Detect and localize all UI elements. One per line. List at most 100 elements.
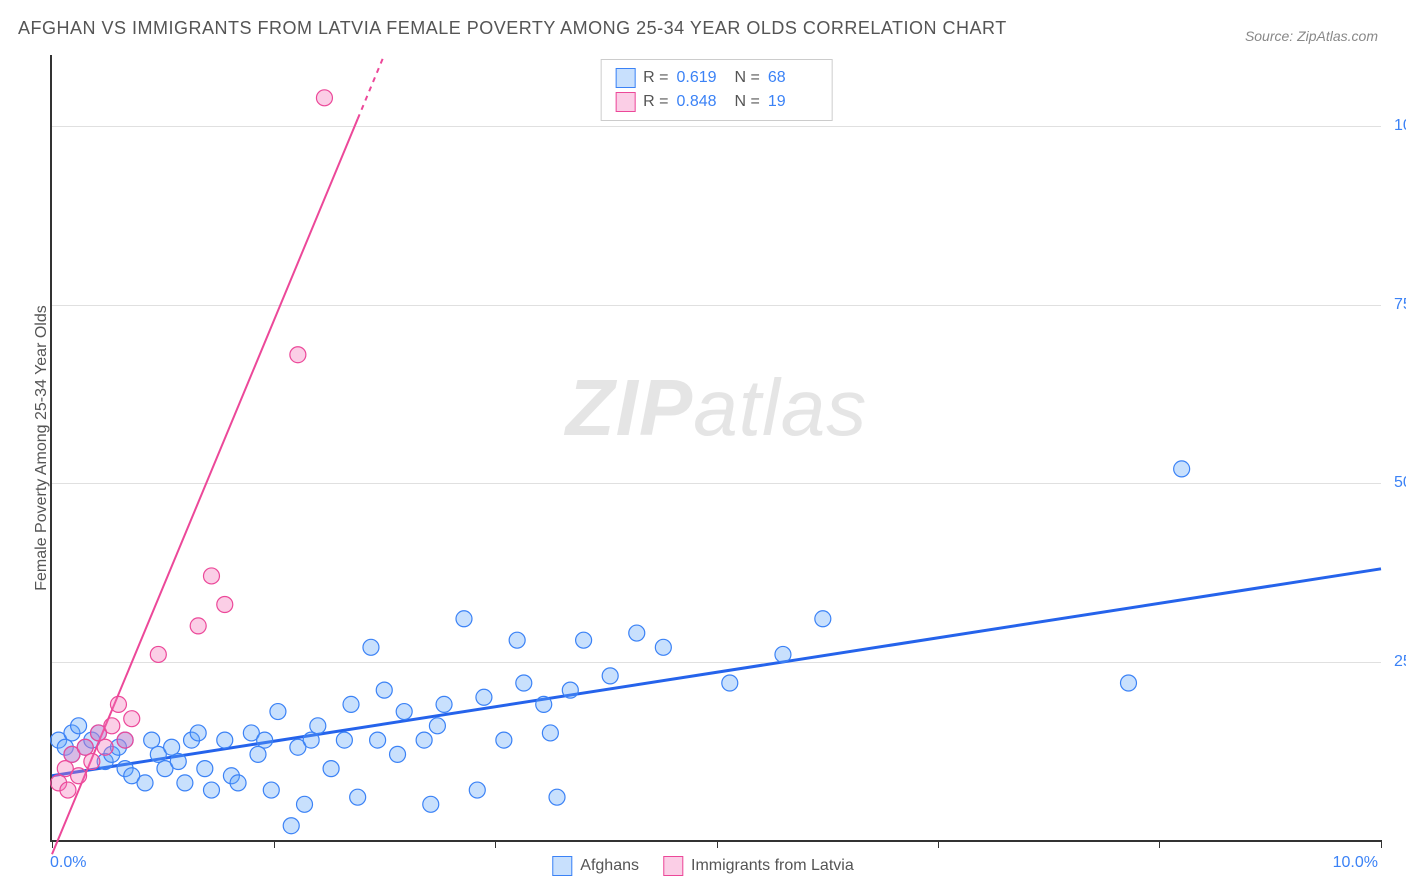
data-point bbox=[1174, 461, 1190, 477]
n-label: N = bbox=[735, 93, 760, 111]
data-point bbox=[270, 704, 286, 720]
data-point bbox=[562, 682, 578, 698]
data-point bbox=[496, 732, 512, 748]
data-point bbox=[71, 718, 87, 734]
x-tick-right: 10.0% bbox=[1333, 854, 1378, 872]
n-label: N = bbox=[735, 69, 760, 87]
chart-title: AFGHAN VS IMMIGRANTS FROM LATVIA FEMALE … bbox=[18, 18, 1007, 39]
r-value: 0.848 bbox=[677, 93, 727, 111]
x-tick bbox=[717, 840, 718, 848]
data-point bbox=[396, 704, 412, 720]
data-point bbox=[230, 775, 246, 791]
data-point bbox=[516, 675, 532, 691]
data-point bbox=[336, 732, 352, 748]
data-point bbox=[104, 718, 120, 734]
data-point bbox=[549, 789, 565, 805]
data-point bbox=[71, 768, 87, 784]
data-point bbox=[250, 746, 266, 762]
data-point bbox=[124, 711, 140, 727]
data-point bbox=[170, 754, 186, 770]
data-point bbox=[423, 796, 439, 812]
data-point bbox=[722, 675, 738, 691]
r-value: 0.619 bbox=[677, 69, 727, 87]
trend-line-dashed bbox=[358, 55, 385, 119]
data-point bbox=[536, 696, 552, 712]
x-tick-left: 0.0% bbox=[50, 854, 86, 872]
data-point bbox=[150, 646, 166, 662]
data-point bbox=[602, 668, 618, 684]
source-attribution: Source: ZipAtlas.com bbox=[1245, 28, 1378, 44]
x-tick bbox=[938, 840, 939, 848]
data-point bbox=[303, 732, 319, 748]
data-point bbox=[257, 732, 273, 748]
data-point bbox=[297, 796, 313, 812]
data-point bbox=[456, 611, 472, 627]
legend-series: Afghans Immigrants from Latvia bbox=[552, 856, 853, 876]
y-tick-label: 75.0% bbox=[1386, 296, 1406, 314]
data-point bbox=[217, 597, 233, 613]
data-point bbox=[363, 639, 379, 655]
scatter-plot-svg bbox=[52, 55, 1381, 840]
swatch-pink-icon bbox=[615, 92, 635, 112]
data-point bbox=[203, 782, 219, 798]
data-point bbox=[97, 739, 113, 755]
data-point bbox=[316, 90, 332, 106]
r-label: R = bbox=[643, 69, 668, 87]
y-tick-label: 25.0% bbox=[1386, 653, 1406, 671]
data-point bbox=[323, 761, 339, 777]
data-point bbox=[117, 732, 133, 748]
data-point bbox=[436, 696, 452, 712]
data-point bbox=[283, 818, 299, 834]
data-point bbox=[629, 625, 645, 641]
data-point bbox=[77, 739, 93, 755]
y-tick-label: 100.0% bbox=[1386, 117, 1406, 135]
data-point bbox=[190, 618, 206, 634]
data-point bbox=[350, 789, 366, 805]
data-point bbox=[376, 682, 392, 698]
swatch-pink-icon bbox=[663, 856, 683, 876]
data-point bbox=[110, 696, 126, 712]
data-point bbox=[476, 689, 492, 705]
trend-line bbox=[52, 569, 1381, 776]
legend-item-latvia: Immigrants from Latvia bbox=[663, 856, 854, 876]
swatch-blue-icon bbox=[552, 856, 572, 876]
x-tick bbox=[52, 840, 53, 848]
data-point bbox=[429, 718, 445, 734]
data-point bbox=[290, 347, 306, 363]
data-point bbox=[190, 725, 206, 741]
data-point bbox=[416, 732, 432, 748]
data-point bbox=[164, 739, 180, 755]
data-point bbox=[144, 732, 160, 748]
swatch-blue-icon bbox=[615, 68, 635, 88]
data-point bbox=[137, 775, 153, 791]
n-value: 68 bbox=[768, 69, 818, 87]
data-point bbox=[217, 732, 233, 748]
chart-container: AFGHAN VS IMMIGRANTS FROM LATVIA FEMALE … bbox=[0, 0, 1406, 892]
data-point bbox=[390, 746, 406, 762]
legend-correlation: R = 0.619 N = 68 R = 0.848 N = 19 bbox=[600, 59, 833, 121]
legend-item-afghans: Afghans bbox=[552, 856, 639, 876]
data-point bbox=[60, 782, 76, 798]
legend-row-afghans: R = 0.619 N = 68 bbox=[615, 66, 818, 90]
legend-label-afghans: Afghans bbox=[580, 857, 639, 875]
data-point bbox=[370, 732, 386, 748]
data-point bbox=[263, 782, 279, 798]
data-point bbox=[177, 775, 193, 791]
data-point bbox=[310, 718, 326, 734]
x-tick bbox=[1381, 840, 1382, 848]
data-point bbox=[203, 568, 219, 584]
plot-area: Female Poverty Among 25-34 Year Olds 25.… bbox=[50, 55, 1381, 842]
data-point bbox=[1120, 675, 1136, 691]
x-tick bbox=[1159, 840, 1160, 848]
data-point bbox=[775, 646, 791, 662]
data-point bbox=[576, 632, 592, 648]
data-point bbox=[542, 725, 558, 741]
y-axis-label: Female Poverty Among 25-34 Year Olds bbox=[33, 305, 51, 591]
x-tick bbox=[495, 840, 496, 848]
x-tick bbox=[274, 840, 275, 848]
data-point bbox=[509, 632, 525, 648]
y-tick-label: 50.0% bbox=[1386, 474, 1406, 492]
data-point bbox=[655, 639, 671, 655]
r-label: R = bbox=[643, 93, 668, 111]
data-point bbox=[815, 611, 831, 627]
